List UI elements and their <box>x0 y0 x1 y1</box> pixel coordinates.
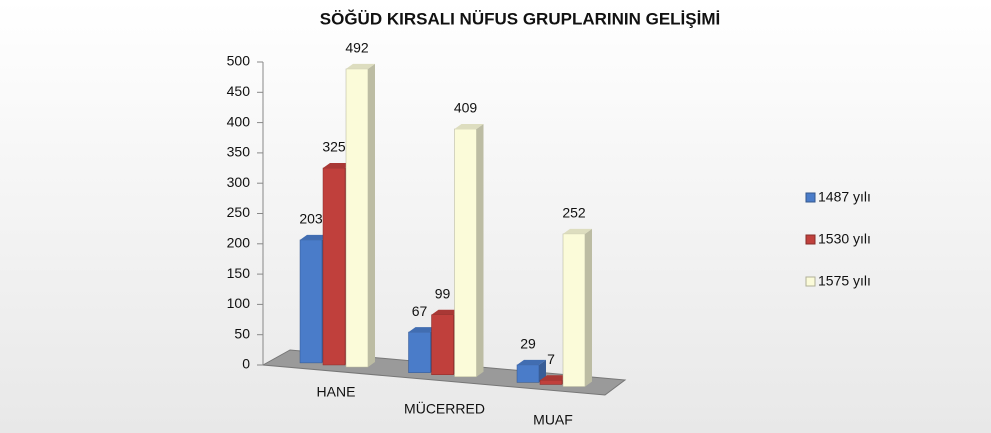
bar-side <box>476 123 484 377</box>
value-label: 409 <box>454 100 478 116</box>
bar <box>516 359 546 383</box>
y-tick-label: 500 <box>227 53 251 69</box>
chart-title: SÖĞÜD KIRSALI NÜFUS GRUPLARININ GELİŞİMİ <box>320 9 720 28</box>
bar-top <box>431 309 461 315</box>
bar-front <box>408 331 431 373</box>
y-tick-label: 0 <box>242 356 250 372</box>
bar-top <box>323 163 352 169</box>
x-tick-label: HANE <box>317 384 356 400</box>
bar-front <box>345 68 369 368</box>
y-tick-label: 350 <box>227 144 251 160</box>
x-tick-label: MÜCERRED <box>404 400 485 417</box>
legend-swatch <box>805 276 816 287</box>
bar-top <box>517 359 546 365</box>
y-tick-label: 150 <box>227 265 251 281</box>
bar-top <box>563 228 592 234</box>
bar-front <box>431 314 454 375</box>
bar-front <box>454 128 477 378</box>
bar <box>345 63 375 368</box>
value-label: 99 <box>435 285 451 301</box>
bar-top <box>454 123 484 129</box>
bar <box>454 123 484 378</box>
bar <box>562 228 592 387</box>
bar-side <box>368 63 375 368</box>
legend-label: 1487 yılı <box>818 189 871 205</box>
y-tick-label: 250 <box>227 204 251 220</box>
value-label: 492 <box>345 40 369 56</box>
bar-front <box>322 167 346 366</box>
y-tick-label: 400 <box>227 113 251 129</box>
y-tick-label: 300 <box>227 174 251 190</box>
value-label: 29 <box>520 336 536 352</box>
bar-front <box>299 239 323 364</box>
bar-side <box>539 359 546 383</box>
x-tick-label: MUAF <box>533 412 573 428</box>
bar-side <box>585 228 592 387</box>
bar-front <box>539 380 563 385</box>
bar-front <box>516 364 540 383</box>
legend-swatch <box>805 192 816 203</box>
value-label: 7 <box>547 351 555 367</box>
bar-top <box>300 234 329 240</box>
y-tick-label: 100 <box>227 295 251 311</box>
value-label: 252 <box>562 205 586 221</box>
bar-top <box>540 375 569 381</box>
y-tick-label: 450 <box>227 83 251 99</box>
bar-front <box>562 233 586 387</box>
value-label: 67 <box>412 303 428 319</box>
legend-label: 1530 yılı <box>818 231 871 247</box>
y-tick-label: 200 <box>227 235 251 251</box>
value-label: 203 <box>299 211 323 227</box>
bar-top <box>346 63 375 69</box>
legend-label: 1575 yılı <box>818 273 871 289</box>
value-label: 325 <box>322 139 346 155</box>
legend-swatch <box>805 234 816 245</box>
bar-top <box>408 327 438 333</box>
y-tick-label: 50 <box>234 325 250 341</box>
